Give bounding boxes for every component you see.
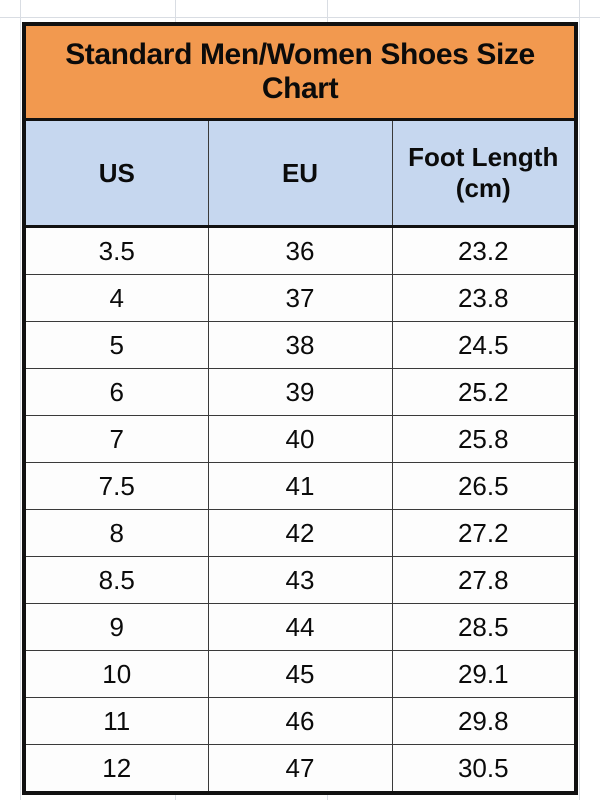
shoe-size-chart-table: Standard Men/Women Shoes Size Chart US E… xyxy=(22,22,578,795)
cell-eu: 37 xyxy=(207,274,393,322)
cell-us: 10 xyxy=(24,650,209,698)
table-row: 4 37 23.8 xyxy=(24,274,576,322)
chart-title-row: Standard Men/Women Shoes Size Chart xyxy=(24,24,576,121)
gridline-horizontal xyxy=(0,17,600,18)
cell-cm: 23.8 xyxy=(391,274,576,322)
cell-us: 3.5 xyxy=(24,226,209,275)
table-row: 3.5 36 23.2 xyxy=(24,226,576,275)
column-header-eu: EU xyxy=(207,119,393,228)
cell-cm: 24.5 xyxy=(391,321,576,369)
cell-us: 11 xyxy=(24,697,209,745)
cell-us: 9 xyxy=(24,603,209,651)
column-header-us: US xyxy=(24,119,209,228)
column-header-row: US EU Foot Length (cm) xyxy=(24,119,576,228)
size-chart-container: Standard Men/Women Shoes Size Chart US E… xyxy=(22,22,578,795)
cell-cm: 30.5 xyxy=(391,744,576,793)
foot-length-label: Foot Length xyxy=(408,142,559,173)
cell-eu: 45 xyxy=(207,650,393,698)
table-row: 7.5 41 26.5 xyxy=(24,462,576,510)
table-row: 7 40 25.8 xyxy=(24,415,576,463)
cell-cm: 29.8 xyxy=(391,697,576,745)
table-row: 11 46 29.8 xyxy=(24,697,576,745)
cell-cm: 29.1 xyxy=(391,650,576,698)
cell-eu: 47 xyxy=(207,744,393,793)
cell-cm: 28.5 xyxy=(391,603,576,651)
cell-us: 12 xyxy=(24,744,209,793)
cell-cm: 27.8 xyxy=(391,556,576,604)
cell-us: 8.5 xyxy=(24,556,209,604)
chart-title: Standard Men/Women Shoes Size Chart xyxy=(24,24,576,121)
table-row: 8 42 27.2 xyxy=(24,509,576,557)
cell-cm: 25.2 xyxy=(391,368,576,416)
cell-eu: 43 xyxy=(207,556,393,604)
cell-eu: 39 xyxy=(207,368,393,416)
table-row: 10 45 29.1 xyxy=(24,650,576,698)
cell-us: 5 xyxy=(24,321,209,369)
table-row: 6 39 25.2 xyxy=(24,368,576,416)
cell-us: 6 xyxy=(24,368,209,416)
foot-length-unit: (cm) xyxy=(455,173,511,203)
cell-eu: 46 xyxy=(207,697,393,745)
cell-cm: 27.2 xyxy=(391,509,576,557)
cell-eu: 36 xyxy=(207,226,393,275)
table-row: 12 47 30.5 xyxy=(24,744,576,793)
cell-cm: 26.5 xyxy=(391,462,576,510)
cell-cm: 23.2 xyxy=(391,226,576,275)
table-row: 5 38 24.5 xyxy=(24,321,576,369)
cell-us: 8 xyxy=(24,509,209,557)
table-row: 8.5 43 27.8 xyxy=(24,556,576,604)
gridline-vertical xyxy=(579,0,580,800)
column-header-foot-length: Foot Length (cm) xyxy=(391,119,576,228)
table-row: 9 44 28.5 xyxy=(24,603,576,651)
cell-eu: 40 xyxy=(207,415,393,463)
cell-eu: 41 xyxy=(207,462,393,510)
cell-us: 4 xyxy=(24,274,209,322)
cell-cm: 25.8 xyxy=(391,415,576,463)
cell-eu: 42 xyxy=(207,509,393,557)
gridline-vertical xyxy=(20,0,21,800)
cell-eu: 38 xyxy=(207,321,393,369)
cell-us: 7 xyxy=(24,415,209,463)
cell-us: 7.5 xyxy=(24,462,209,510)
cell-eu: 44 xyxy=(207,603,393,651)
